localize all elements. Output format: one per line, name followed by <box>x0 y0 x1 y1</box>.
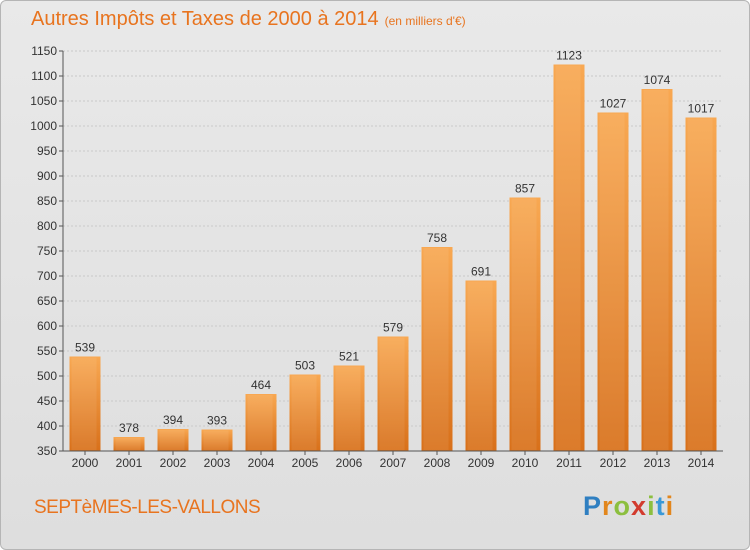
bar-highlight <box>203 430 229 450</box>
y-tick-label: 1000 <box>30 119 57 133</box>
value-label: 691 <box>471 265 491 279</box>
labels-layer: 539 378 394 393 464 503 521 579 758 691 857 1123 102… <box>75 49 715 436</box>
y-tick-label: 700 <box>37 269 57 283</box>
y-tick-label: 400 <box>37 419 57 433</box>
bar-highlight <box>599 113 625 450</box>
bar-2007 <box>377 336 409 451</box>
x-tick-label: 2008 <box>424 456 451 470</box>
x-tick-label: 2004 <box>248 456 275 470</box>
y-tick-label: 500 <box>37 369 57 383</box>
y-tick-label: 600 <box>37 319 57 333</box>
bar-highlight <box>379 337 405 450</box>
bar-2008 <box>421 247 453 451</box>
bar-highlight <box>467 281 493 450</box>
x-tick-label: 2013 <box>644 456 671 470</box>
value-label: 464 <box>251 378 271 392</box>
bar-highlight <box>71 357 97 450</box>
bar-highlight <box>555 65 581 450</box>
proxiti-logo: Proxiti <box>583 491 675 521</box>
y-tick-label: 1100 <box>31 69 57 83</box>
value-label: 393 <box>207 414 227 428</box>
value-label: 503 <box>295 359 315 373</box>
x-tick-label: 2002 <box>160 456 187 470</box>
value-label: 394 <box>163 413 183 427</box>
title-text: Autres Impôts et Taxes de 2000 à 2014 <box>31 8 379 30</box>
bar-highlight <box>291 375 317 450</box>
y-tick-label: 450 <box>37 394 57 408</box>
bar-highlight <box>335 366 361 450</box>
bar-2002 <box>157 429 189 451</box>
y-tick-label: 900 <box>37 169 57 183</box>
bar-highlight <box>687 118 713 450</box>
bar-2013 <box>641 89 673 451</box>
x-tick-label: 2007 <box>380 456 407 470</box>
x-tick-label: 2012 <box>600 456 627 470</box>
value-label: 521 <box>339 350 359 364</box>
x-tick-label: 2009 <box>468 456 495 470</box>
y-tick-label: 850 <box>37 194 57 208</box>
bar-2011 <box>553 64 585 451</box>
y-tick-label: 1050 <box>30 94 57 108</box>
bar-2003 <box>201 429 233 451</box>
bar-2000 <box>69 356 101 451</box>
bar-highlight <box>115 438 141 450</box>
y-tick-label: 550 <box>37 344 57 358</box>
grid-layer <box>63 50 723 452</box>
value-label: 857 <box>515 182 535 196</box>
y-tick-label: 750 <box>37 244 57 258</box>
x-tick-label: 2005 <box>292 456 319 470</box>
y-tick-label: 650 <box>37 294 57 308</box>
chart-title: Autres Impôts et Taxes de 2000 à 2014 (en… <box>31 8 466 31</box>
bar-2009 <box>465 280 497 451</box>
bars-layer <box>69 64 717 451</box>
bar-2010 <box>509 197 541 451</box>
value-label: 1027 <box>600 97 627 111</box>
value-label: 539 <box>75 341 95 355</box>
unit-note: (en milliers d'€) <box>384 14 466 28</box>
bar-2014 <box>685 117 717 451</box>
y-tick-label: 1150 <box>31 44 57 58</box>
commune-name: SEPTèMES-LES-VALLONS <box>34 497 261 518</box>
value-label: 378 <box>119 421 139 435</box>
bar-2001 <box>113 437 145 451</box>
bar-2012 <box>597 112 629 451</box>
bar-highlight <box>159 430 185 450</box>
x-tick-label: 2000 <box>72 456 99 470</box>
y-tick-label: 350 <box>37 444 57 458</box>
value-label: 1017 <box>688 102 715 116</box>
bar-2006 <box>333 365 365 451</box>
y-tick-label: 950 <box>37 144 57 158</box>
value-label: 1074 <box>644 73 671 87</box>
axis-layer: 350 400 450 500 550 600 650 700 750 800 850 900 950 1… <box>30 44 723 470</box>
bar-highlight <box>643 90 669 450</box>
x-tick-label: 2014 <box>688 456 715 470</box>
bar-2005 <box>289 374 321 451</box>
value-label: 579 <box>383 321 403 335</box>
bar-highlight <box>511 198 537 450</box>
x-tick-label: 2001 <box>116 456 143 470</box>
x-tick-label: 2006 <box>336 456 363 470</box>
x-tick-label: 2003 <box>204 456 231 470</box>
value-label: 758 <box>427 231 447 245</box>
bar-highlight <box>247 395 273 450</box>
y-tick-label: 800 <box>37 219 57 233</box>
x-tick-label: 2011 <box>556 456 582 470</box>
bar-highlight <box>423 248 449 450</box>
value-label: 1123 <box>556 49 582 63</box>
x-tick-label: 2010 <box>512 456 539 470</box>
bar-2004 <box>245 394 277 451</box>
